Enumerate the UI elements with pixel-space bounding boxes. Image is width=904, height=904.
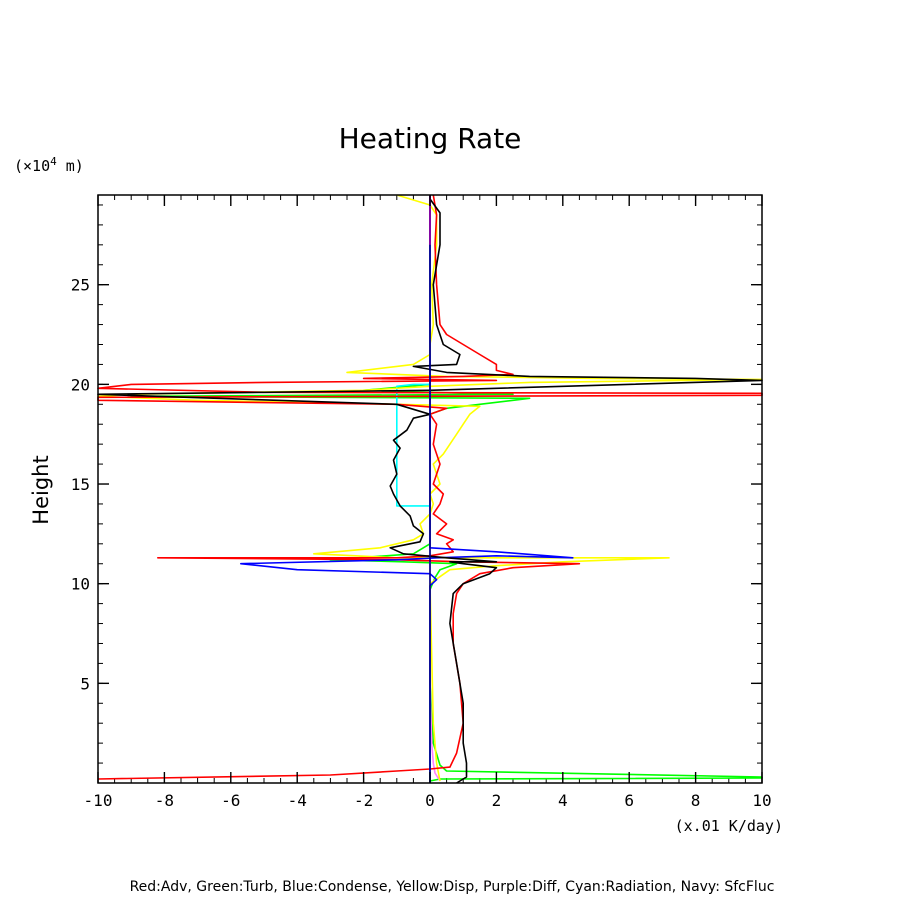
series-line-6 <box>97 195 763 784</box>
x-ticks: -10 -8 -6 -4 -2 0 2 4 6 8 10 <box>84 195 772 810</box>
series-layer <box>97 194 763 784</box>
x-tick-label: 4 <box>558 791 568 810</box>
y-ticks: 5 10 15 20 25 <box>71 276 762 693</box>
y-unit-exponent: 4 <box>50 155 57 168</box>
y-tick-label: 20 <box>71 375 90 394</box>
x-tick-label: -4 <box>288 791 307 810</box>
y-unit-prefix: (×10 <box>14 157 50 175</box>
y-tick-label: 15 <box>71 475 90 494</box>
y-unit-suffix: m) <box>57 157 84 175</box>
legend-text: Red:Adv, Green:Turb, Blue:Condense, Yell… <box>130 879 775 895</box>
y-axis-label: Height <box>29 455 53 524</box>
x-tick-label: 0 <box>425 791 435 810</box>
y-unit-label: (×104 m) <box>14 155 84 175</box>
series-line-1 <box>396 195 431 783</box>
y-tick-label: 5 <box>80 674 90 693</box>
x-tick-label: -2 <box>354 791 373 810</box>
x-tick-label: -6 <box>221 791 240 810</box>
x-tick-label: 6 <box>624 791 634 810</box>
x-tick-label: 10 <box>752 791 771 810</box>
x-tick-label: -10 <box>84 791 113 810</box>
series-line-5 <box>240 195 574 783</box>
x-unit-label: (x.01 K/day) <box>675 817 783 835</box>
minor-ticks <box>97 195 763 783</box>
x-tick-label: 8 <box>691 791 701 810</box>
y-tick-label: 10 <box>71 575 90 594</box>
y-tick-label: 25 <box>71 276 90 295</box>
x-tick-label: 2 <box>492 791 502 810</box>
chart-title: Heating Rate <box>339 122 522 155</box>
series-line-4 <box>97 194 763 780</box>
series-line-0 <box>130 195 763 782</box>
x-tick-label: -8 <box>155 791 174 810</box>
